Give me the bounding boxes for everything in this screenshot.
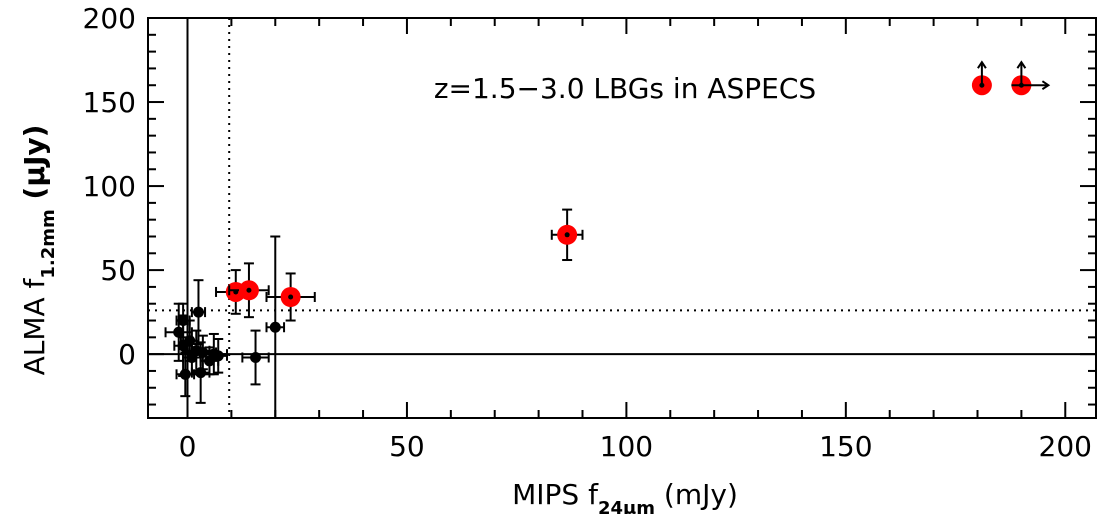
nondetection-point [208, 338, 228, 374]
detection-point [1011, 60, 1051, 96]
nondetection-marker [212, 350, 224, 362]
detection-point [228, 262, 270, 319]
nondetection-marker [177, 315, 189, 327]
x-tick-label: 100 [600, 430, 653, 463]
y-axis-label: ALMA f1.2mm (μJy) [18, 125, 59, 376]
axis-ticks [148, 17, 1096, 418]
x-tick-label: 0 [179, 430, 197, 463]
x-axis-label-subscript: 24μm [598, 498, 655, 514]
nondetection-point [265, 235, 286, 419]
detection-center-dot [979, 82, 985, 88]
y-axis-label-unit: (μJy) [18, 125, 51, 210]
x-tick-label: 200 [1039, 430, 1092, 463]
plot-frame [147, 17, 1097, 419]
arrow-head [977, 60, 987, 69]
y-tick-label: 0 [118, 338, 136, 371]
y-tick-label: 200 [83, 2, 136, 35]
y-axis-label-main: ALMA f [18, 277, 51, 375]
nondetection-point [164, 302, 193, 362]
data-points [164, 60, 1051, 419]
x-tick-label: 150 [819, 430, 872, 463]
x-axis-label-unit: (mJy) [655, 478, 738, 511]
nondetection-point [190, 279, 207, 346]
detection-point [971, 60, 992, 96]
nondetection-marker [173, 326, 185, 338]
detection-point [265, 272, 316, 322]
x-axis-label-main: MIPS f [512, 478, 599, 511]
detection-center-dot [564, 232, 570, 238]
y-tick-label: 150 [83, 86, 136, 119]
chart-annotation: z=1.5−3.0 LBGs in ASPECS [434, 72, 816, 105]
arrow-head [1016, 60, 1027, 69]
tick-labels: 0 50 100 150 200 0 50 100 150 200 [83, 2, 1092, 463]
detection-point [550, 208, 584, 262]
nondetection-marker [179, 368, 191, 380]
y-tick-label: 50 [100, 254, 136, 287]
detection-center-dot [1018, 82, 1024, 88]
detection-center-dot [246, 287, 252, 293]
detection-center-dot [288, 294, 294, 300]
arrow-head [1041, 80, 1051, 91]
x-axis-label: MIPS f24μm (mJy) [512, 478, 738, 514]
y-axis-label-subscript: 1.2mm [38, 209, 59, 278]
nondetection-marker [192, 306, 204, 318]
y-tick-label: 100 [83, 170, 136, 203]
nondetection-marker [269, 321, 281, 333]
nondetection-point [241, 329, 270, 386]
x-tick-label: 50 [389, 430, 425, 463]
nondetection-marker [250, 351, 262, 363]
